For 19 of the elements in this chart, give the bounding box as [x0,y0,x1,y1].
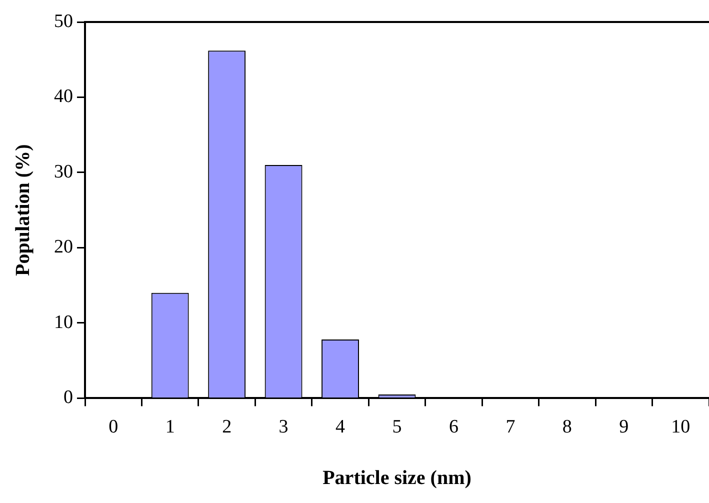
x-tick-label: 7 [506,416,516,438]
x-tick-label: 4 [336,416,346,438]
y-tick-label: 10 [54,312,73,333]
x-tick-label: 9 [619,416,629,438]
x-tick-label: 6 [448,416,458,438]
x-tick-label: 5 [392,416,402,438]
y-tick-label: 20 [54,236,73,258]
y-tick-label: 40 [54,86,73,108]
x-axis-title: Particle size (nm) [322,467,472,490]
y-axis-title: Population (%) [12,144,34,276]
x-tick-label: 0 [108,416,118,438]
y-tick-label: 50 [54,10,73,32]
x-tick-label: 10 [671,416,690,438]
y-tick-label: 30 [54,161,73,182]
x-tick-label: 3 [278,416,288,438]
x-tick-label: 1 [165,416,175,438]
x-tick-label: 8 [562,416,572,438]
y-tick-label: 0 [64,387,73,408]
x-tick-label: 2 [222,416,232,438]
